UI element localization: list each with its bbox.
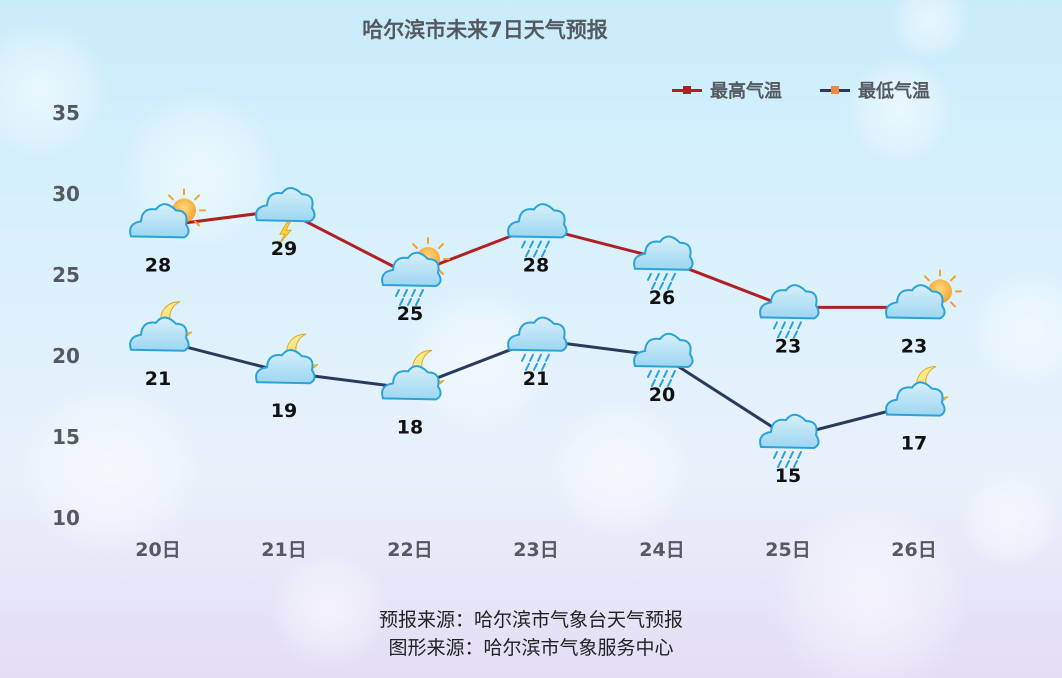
legend: 最高气温 最低气温 — [672, 77, 930, 103]
data-label: 23 — [901, 335, 927, 357]
rain-cloud-icon — [507, 203, 568, 258]
legend-swatch-high — [672, 82, 702, 98]
source-line-2: 图形来源：哈尔滨市气象服务中心 — [388, 637, 674, 659]
legend-item-high: 最高气温 — [672, 77, 782, 103]
x-tick-label: 25日 — [765, 539, 810, 561]
data-label: 23 — [775, 335, 801, 357]
chart-title: 哈尔滨市未来7日天气预报 — [362, 18, 608, 42]
moon-cloud-icon — [885, 366, 949, 417]
legend-item-low: 最低气温 — [820, 77, 930, 103]
x-tick-label: 20日 — [135, 539, 180, 561]
partly-sunny-icon — [129, 188, 206, 239]
data-label: 26 — [649, 287, 675, 309]
thunder-cloud-icon — [255, 186, 316, 245]
y-tick-label: 35 — [52, 101, 80, 125]
y-tick-label: 30 — [52, 182, 80, 206]
data-label: 21 — [145, 368, 171, 390]
data-label: 17 — [901, 433, 927, 455]
rain-cloud-icon — [759, 413, 820, 468]
data-label: 21 — [523, 368, 549, 390]
legend-label-low: 最低气温 — [858, 81, 930, 102]
rain-cloud-icon — [507, 316, 568, 371]
rain-cloud-icon — [633, 332, 694, 387]
legend-label-high: 最高气温 — [710, 81, 782, 102]
y-tick-label: 25 — [52, 263, 80, 287]
data-label: 15 — [775, 465, 801, 487]
data-label: 18 — [397, 416, 423, 438]
data-label: 29 — [271, 238, 297, 260]
x-tick-label: 24日 — [639, 539, 684, 561]
source-line-1: 预报来源：哈尔滨市气象台天气预报 — [378, 609, 683, 631]
rain-cloud-icon — [759, 284, 820, 339]
x-tick-label: 21日 — [261, 539, 306, 561]
moon-cloud-icon — [255, 333, 319, 385]
y-tick-label: 15 — [52, 425, 80, 449]
y-tick-label: 10 — [52, 506, 80, 530]
data-label: 28 — [523, 254, 549, 276]
data-label: 28 — [145, 254, 171, 276]
partly-sunny-icon — [885, 269, 962, 320]
moon-cloud-icon — [381, 349, 445, 401]
legend-swatch-low — [820, 82, 850, 98]
x-tick-label: 26日 — [891, 539, 936, 561]
moon-cloud-icon — [129, 301, 193, 352]
data-label: 20 — [649, 384, 675, 406]
sun-cloud-rain-icon — [381, 237, 450, 306]
x-tick-label: 23日 — [513, 539, 558, 561]
line-chart: 10 15 20 25 30 35 20日 21日 22日 23日 24日 25日 26日 28 29 25… — [52, 101, 962, 561]
data-label: 25 — [397, 303, 423, 325]
data-label: 19 — [271, 400, 297, 422]
rain-cloud-icon — [633, 235, 694, 290]
x-tick-label: 22日 — [387, 539, 432, 561]
y-tick-label: 20 — [52, 344, 80, 368]
